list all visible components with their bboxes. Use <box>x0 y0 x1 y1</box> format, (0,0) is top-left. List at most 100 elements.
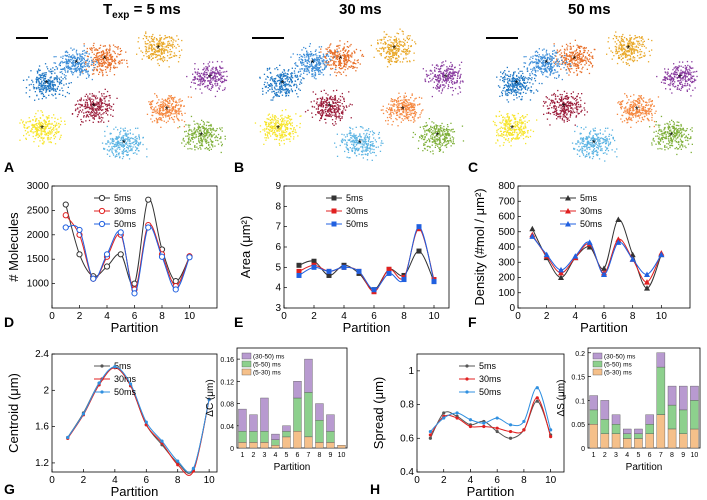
data-point <box>522 419 526 424</box>
centroid-marker: * <box>358 138 362 149</box>
data-point <box>442 416 446 420</box>
legend-label: 50ms <box>114 387 137 397</box>
data-point <box>529 225 536 232</box>
series-5ms <box>428 399 553 440</box>
x-tick-label: 4 <box>112 475 118 486</box>
x-tick-label: 8 <box>159 311 165 322</box>
bar-segment <box>282 425 291 432</box>
data-point <box>356 268 362 274</box>
x-tick-label: 6 <box>648 452 652 459</box>
centroid-marker: * <box>510 124 514 135</box>
data-point <box>117 229 124 236</box>
legend-marker <box>331 208 337 214</box>
y-tick-label: 0.05 <box>571 422 585 429</box>
y-tick-label: 0.12 <box>220 379 234 386</box>
cluster-7 <box>380 92 424 127</box>
legend-marker <box>331 195 337 201</box>
data-point <box>81 412 86 416</box>
legend-marker <box>465 364 469 368</box>
y-tick-label: 800 <box>498 181 515 192</box>
legend-entry: 5ms <box>94 193 132 203</box>
bar-segment <box>634 433 643 439</box>
y-axis-label: Centroid (μm) <box>6 373 21 453</box>
cluster-9 <box>412 118 465 155</box>
data-point <box>296 272 302 278</box>
data-point <box>145 224 152 231</box>
bar-segment <box>679 433 688 449</box>
bar-segment <box>249 414 258 432</box>
legend-entry: (5-30) ms <box>592 368 633 377</box>
title-exp: Texp = 5 ms <box>103 1 181 21</box>
panel-label-f: F <box>468 314 477 330</box>
y-axis-label: ΔC (μm) <box>205 379 216 416</box>
y-tick-label: 1500 <box>27 254 50 265</box>
panel-label-h: H <box>370 481 380 497</box>
series-line <box>67 367 210 474</box>
panel-label-g: G <box>4 481 15 497</box>
data-point <box>117 251 124 258</box>
cluster-maps: * * * * * * * * * * * * * * * * * * * * * * * * * * * * * * <box>16 28 698 162</box>
legend-label: 5ms <box>479 361 497 371</box>
data-point <box>371 287 377 293</box>
x-tick-label: 10 <box>428 311 440 322</box>
chart-h-inset: 0 0.05 0.1 0.15 0.2 Partition ΔS (μm) 1 2 3 4 5 6 7 8 9… <box>556 347 701 473</box>
bar-segment <box>679 385 688 411</box>
x-tick-label: 6 <box>371 311 377 322</box>
legend-entry: (30-50) ms <box>241 352 285 361</box>
centroid-marker: * <box>435 131 439 142</box>
x-tick-label: 8 <box>521 475 527 486</box>
y-tick-label: 1 <box>408 366 414 377</box>
x-tick-label: 10 <box>691 452 699 459</box>
y-axis-label: Area (μm²) <box>238 216 253 278</box>
centroid-marker: * <box>392 44 396 55</box>
data-point <box>428 433 432 437</box>
y-axis-label: Density (#mol / μm²) <box>472 188 487 305</box>
x-tick-label: 10 <box>338 452 346 459</box>
legend-label: 50ms <box>479 387 502 397</box>
x-tick-label: 6 <box>296 452 300 459</box>
data-point <box>535 396 539 400</box>
data-point <box>128 382 133 386</box>
y-tick-label: 1000 <box>27 279 50 290</box>
data-point <box>468 424 473 429</box>
bar-segment <box>304 392 313 437</box>
x-tick-label: 1 <box>241 452 245 459</box>
x-tick-label: 4 <box>341 311 347 322</box>
legend-marker <box>465 390 469 394</box>
y-tick-label: 100 <box>498 288 515 299</box>
data-point <box>62 212 69 219</box>
legend-marker <box>100 390 104 394</box>
data-point <box>601 271 607 277</box>
bar-segment <box>645 433 654 449</box>
y-tick-label: 3 <box>275 303 281 314</box>
data-point <box>145 196 152 203</box>
cluster-8 <box>186 60 228 98</box>
legend-label: (5-30) ms <box>604 370 633 377</box>
series-50ms <box>296 224 437 293</box>
data-point <box>176 459 180 463</box>
bar-segment <box>326 431 335 443</box>
x-axis-label: Partition <box>580 320 628 335</box>
legend-entry: 50ms <box>94 219 137 229</box>
cluster-map-a: * * * * * * * * * * <box>16 31 228 160</box>
bar-segment <box>589 395 598 411</box>
cluster-3 <box>254 109 302 146</box>
bar-segment <box>293 431 302 449</box>
y-tick-label: 500 <box>498 227 515 238</box>
bar-segment <box>260 397 269 432</box>
y-tick-label: 0 <box>581 446 585 453</box>
bar-segment <box>645 424 654 434</box>
centroid-marker: * <box>572 54 576 65</box>
data-point <box>191 466 196 470</box>
data-point <box>311 258 317 264</box>
panel-label-b: B <box>234 159 244 175</box>
cluster-1 <box>496 66 543 103</box>
bar-segment <box>611 414 621 425</box>
bar-segment <box>634 428 643 435</box>
y-tick-label: 0.1 <box>575 398 585 405</box>
y-tick-label: 2500 <box>27 205 50 216</box>
chart-f: 0100200300400500600700800PartitionDensit… <box>472 181 691 335</box>
x-tick-label: 5 <box>285 452 289 459</box>
cluster-4 <box>319 40 365 77</box>
